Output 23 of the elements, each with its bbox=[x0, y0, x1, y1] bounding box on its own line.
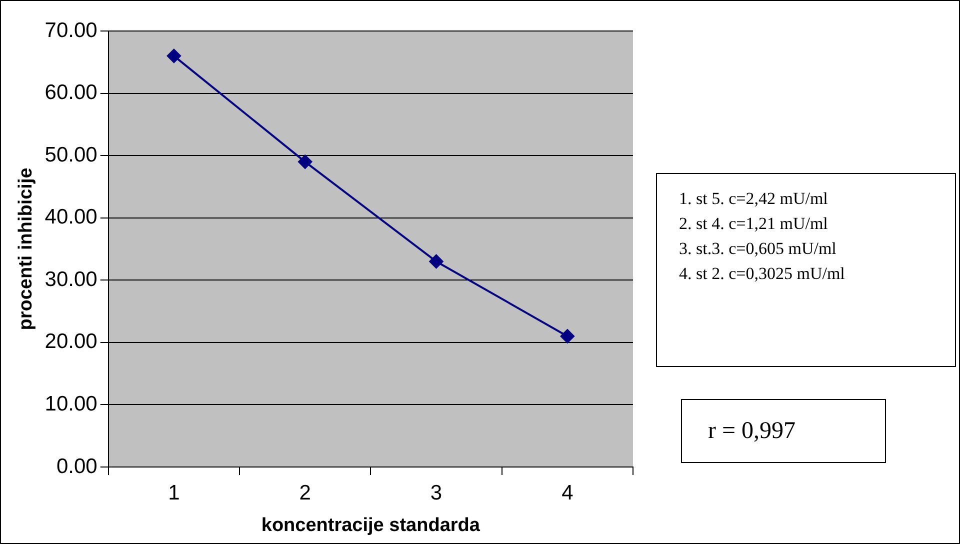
y-tick-label: 60.00 bbox=[44, 81, 98, 104]
x-axis-title: koncentracije standarda bbox=[261, 514, 480, 536]
y-tick-label: 40.00 bbox=[44, 206, 98, 229]
point bbox=[560, 329, 574, 344]
y-axis-title: procenti inhibicije bbox=[16, 168, 37, 330]
y-tick-label: 0.00 bbox=[56, 454, 98, 478]
text: 3. st.3. c=0,605 mU/ml bbox=[679, 238, 838, 260]
y-tick-label: 70.00 bbox=[44, 18, 98, 42]
text: 4. st 2. c=0,3025 mU/ml bbox=[679, 263, 846, 285]
x-tick-label: 2 bbox=[299, 481, 311, 504]
y-tick-label: 10.00 bbox=[44, 392, 98, 416]
point bbox=[429, 254, 444, 268]
x-tick-label: 3 bbox=[430, 481, 442, 504]
text: 1. st 5. c=2,42 mU/ml bbox=[679, 188, 829, 210]
y-tick-label: 50.00 bbox=[44, 143, 98, 166]
x-tick-label: 4 bbox=[562, 481, 574, 504]
text: r = 0,997 bbox=[681, 399, 886, 463]
point bbox=[298, 154, 312, 169]
point bbox=[166, 48, 181, 63]
x-tick-label: 1 bbox=[168, 481, 180, 504]
y-tick-label: 30.00 bbox=[44, 268, 98, 291]
text: 2. st 4. c=1,21 mU/ml bbox=[679, 213, 829, 235]
y-tick-label: 20.00 bbox=[44, 330, 98, 354]
